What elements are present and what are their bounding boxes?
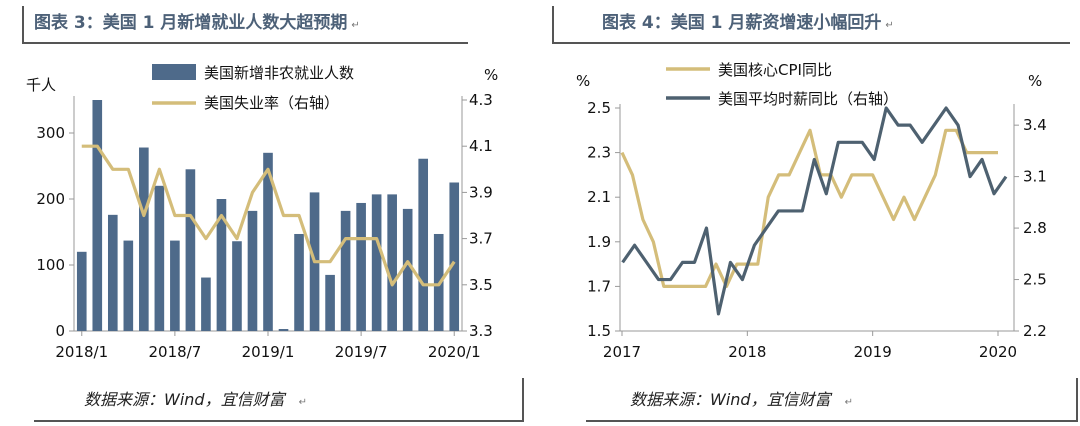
frame-border <box>22 6 24 44</box>
bar <box>449 182 460 331</box>
legend-label-wage: 美国平均时薪同比（右轴） <box>718 90 898 108</box>
y-tick-label-right: 3.4 <box>1023 116 1047 134</box>
frame-border <box>1076 378 1078 422</box>
x-tick-label: 2020 <box>979 343 1017 361</box>
x-tick-label: 2019/1 <box>242 343 295 361</box>
data-source: 数据来源：Wind，宜信财富 ↵ <box>630 390 853 409</box>
bar <box>216 199 227 331</box>
right-unit-label: % <box>484 66 498 84</box>
frame-border <box>586 420 1078 422</box>
frame-border <box>22 42 468 44</box>
legend-label-line: 美国失业率（右轴） <box>204 94 339 112</box>
y-tick-label-left: 1.9 <box>587 233 611 251</box>
unemployment-line <box>81 144 456 287</box>
chart-1-svg: 0 100 200 300 3.3 3.5 3.7 3.9 4.1 4.3 2018/1 2018/7… <box>26 64 498 361</box>
bar <box>107 214 118 331</box>
chart-panel-left: 图表 3：美国 1 月新增就业人数大超预期 ↵ 数据来源：Wind，宜信财富 ↵ 0… <box>22 6 524 422</box>
legend-swatch-bar <box>152 64 196 80</box>
y-tick-label-right: 3.9 <box>469 183 493 201</box>
bar <box>139 147 149 331</box>
y-tick-label-right: 3.7 <box>469 230 493 248</box>
x-tick-label: 2018 <box>728 343 766 361</box>
frame-border <box>34 420 524 422</box>
bar <box>170 240 180 331</box>
bar <box>402 208 413 331</box>
bar <box>387 194 397 331</box>
y-tick-label-left: 1.7 <box>587 277 611 295</box>
bar <box>325 274 335 331</box>
y-tick-label-right: 4.1 <box>469 137 493 155</box>
x-tick-label: 2019 <box>854 343 892 361</box>
bar <box>340 210 351 331</box>
left-unit-label: 千人 <box>26 76 56 94</box>
x-tick-label: 2018/1 <box>55 343 108 361</box>
frame-border <box>552 42 1070 44</box>
x-tick-label: 2020/1 <box>428 343 481 361</box>
frame-border <box>522 378 524 422</box>
bar <box>418 158 429 331</box>
chart-title: 图表 4：美国 1 月薪资增速小幅回升 ↵ <box>602 13 894 33</box>
y-tick-label-left: 0 <box>55 322 65 340</box>
x-tick-label: 2017 <box>603 343 641 361</box>
y-tick-label-left: 200 <box>36 190 65 208</box>
y-tick-label-right: 2.5 <box>1023 271 1047 289</box>
bar <box>201 277 211 331</box>
y-tick-label-left: 2.3 <box>587 144 611 162</box>
y-tick-label-left: 300 <box>36 124 65 142</box>
chart-2-svg: 1.5 1.7 1.9 2.1 2.3 2.5 2.2 2.5 2.8 3.1 3.4 2017 201… <box>576 61 1047 361</box>
x-tick-label: 2019/7 <box>335 343 388 361</box>
x-tick-label: 2018/7 <box>148 343 201 361</box>
y-tick-label-right: 2.8 <box>1023 219 1047 237</box>
bar <box>185 169 196 331</box>
bar <box>232 241 242 331</box>
y-tick-label-right: 2.2 <box>1023 322 1047 340</box>
bar <box>76 251 87 331</box>
legend-label-bar: 美国新增非农就业人数 <box>204 64 354 82</box>
y-tick-label-right: 3.1 <box>1023 168 1047 186</box>
bar <box>263 152 273 331</box>
legend-label-cpi: 美国核心CPI同比 <box>718 61 832 79</box>
bar <box>154 185 165 331</box>
bar <box>294 233 304 331</box>
bar <box>92 100 103 331</box>
y-tick-label-left: 1.5 <box>587 322 611 340</box>
core-cpi-line <box>620 128 998 288</box>
chart-panel-right: 图表 4：美国 1 月薪资增速小幅回升 ↵ 数据来源：Wind，宜信财富 ↵ 1.5… <box>540 0 1080 426</box>
bar <box>278 329 289 331</box>
bar <box>371 194 382 331</box>
chart-title: 图表 3：美国 1 月新增就业人数大超预期 ↵ <box>34 13 360 33</box>
right-unit-label: % <box>1028 72 1042 90</box>
y-tick-label-right: 4.3 <box>469 91 493 109</box>
hourly-wage-line <box>621 106 1008 316</box>
frame-border <box>552 6 554 44</box>
y-tick-label-right: 3.5 <box>469 276 493 294</box>
bar <box>356 202 366 331</box>
data-source: 数据来源：Wind，宜信财富 ↵ <box>84 390 307 409</box>
bar <box>247 210 258 331</box>
y-tick-label-left: 2.1 <box>587 188 611 206</box>
bar <box>123 240 134 331</box>
y-tick-label-left: 2.5 <box>587 99 611 117</box>
y-tick-label-right: 3.3 <box>469 322 493 340</box>
y-tick-label-left: 100 <box>36 256 65 274</box>
left-unit-label: % <box>576 72 590 90</box>
